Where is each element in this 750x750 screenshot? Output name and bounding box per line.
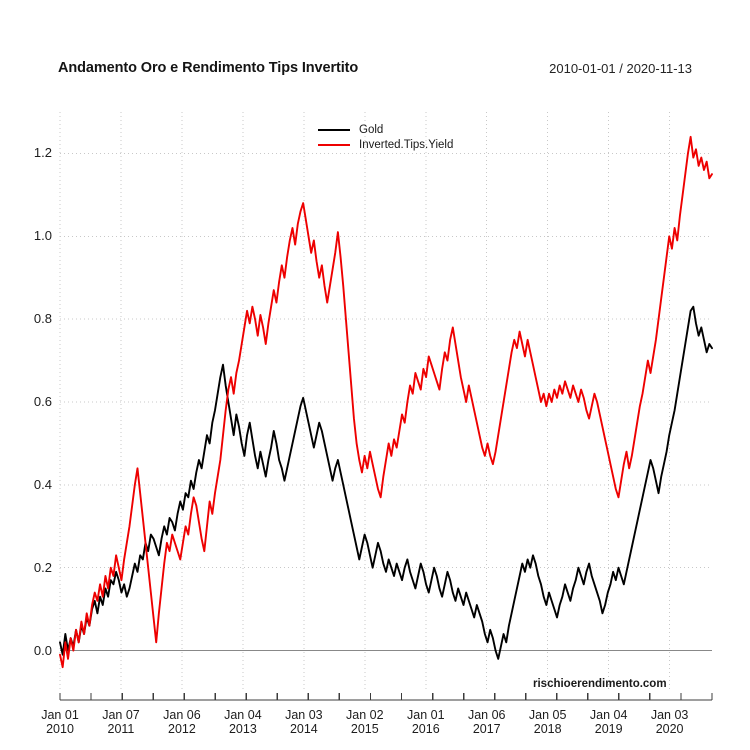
legend-color-swatch xyxy=(318,143,350,146)
gridlines xyxy=(59,112,712,692)
y-axis-tick-label: 1.0 xyxy=(33,228,52,244)
data-series xyxy=(59,135,713,669)
legend-series-label: Gold xyxy=(359,123,384,136)
y-axis-tick-label: 0.2 xyxy=(33,559,52,575)
chart-header: Andamento Oro e Rendimento Tips Invertit… xyxy=(0,0,750,105)
page-title: Andamento Oro e Rendimento Tips Invertit… xyxy=(58,60,359,76)
legend-item[interactable]: Inverted.Tips.Yield xyxy=(318,137,453,152)
legend-color-swatch xyxy=(318,128,350,131)
legend-item[interactable]: Gold xyxy=(318,122,453,137)
y-axis-tick-label: 1.2 xyxy=(33,145,52,161)
chart-legend: Gold Inverted.Tips.Yield xyxy=(318,122,453,152)
y-axis-tick-label: 0.8 xyxy=(33,311,52,327)
y-axis-tick-label: 0.4 xyxy=(33,476,52,492)
x-axis-ticks xyxy=(59,693,713,701)
y-axis-tick-label: 0.0 xyxy=(33,642,52,658)
watermark-label: rischioerendimento.com xyxy=(533,678,667,690)
date-range-label: 2010-01-01 / 2020-11-13 xyxy=(549,61,692,76)
y-axis: 0.0 0.2 0.4 0.6 0.8 1.0 1.2 xyxy=(0,0,52,750)
legend-series-label: Inverted.Tips.Yield xyxy=(359,138,454,151)
y-axis-tick-label: 0.6 xyxy=(33,394,52,409)
